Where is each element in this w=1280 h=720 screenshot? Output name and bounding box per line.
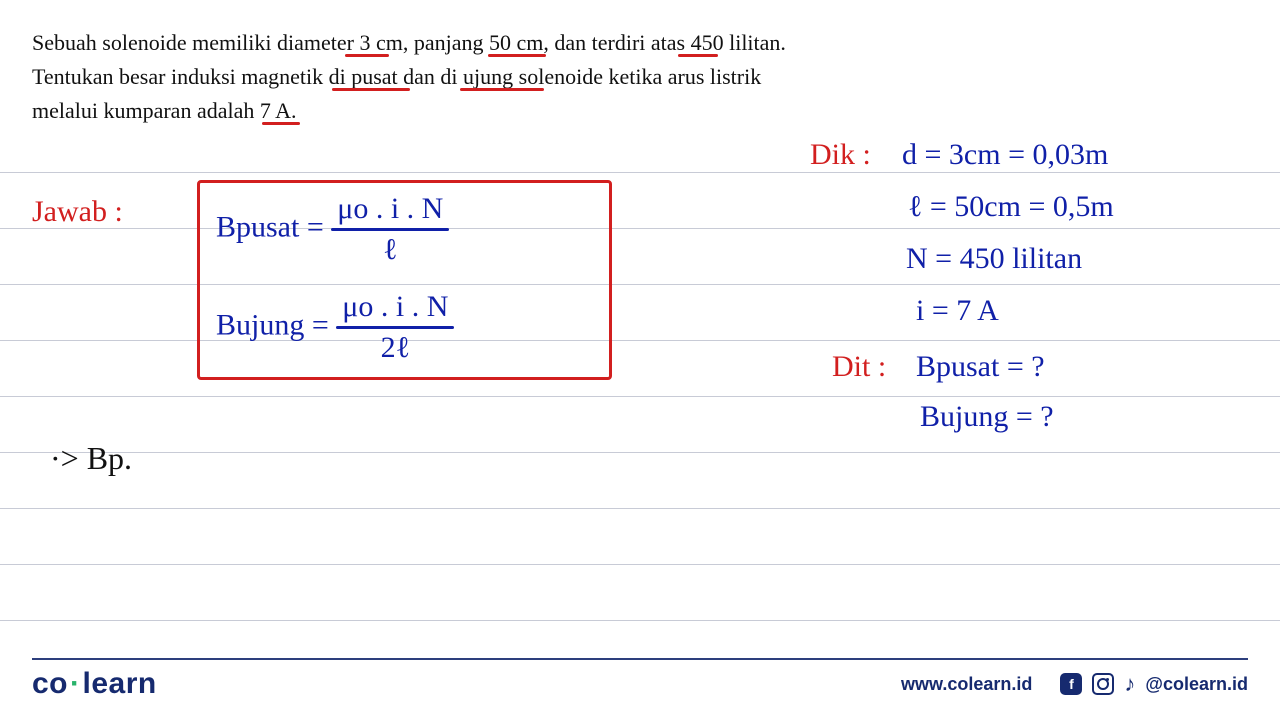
dik-i: i = 7 A [916, 294, 999, 328]
logo-learn: learn [83, 667, 157, 700]
formula-bujung: Bujung = μo . i . N 2ℓ [216, 290, 454, 365]
dit-bujung: Bujung = ? [920, 400, 1054, 434]
problem-text: Sebuah solenoide memiliki diameter 3 cm,… [32, 26, 792, 128]
dik-n: N = 450 lilitan [906, 242, 1082, 276]
bujung-lhs: Bujung [216, 308, 304, 341]
underline-3cm [345, 54, 389, 57]
formula-bpusat: Bpusat = μo . i . N ℓ [216, 192, 449, 267]
label-dit: Dit : [832, 350, 886, 384]
underline-450 [678, 54, 718, 57]
bujung-den: 2ℓ [336, 329, 454, 365]
footer-handle: @colearn.id [1145, 674, 1248, 695]
underline-di-pusat [332, 88, 410, 91]
label-dik: Dik : [810, 138, 871, 172]
bpusat-lhs: Bpusat [216, 210, 299, 243]
bpusat-den: ℓ [331, 231, 449, 267]
footer: co·learn www.colearn.id f ♪ @colearn.id [0, 660, 1280, 720]
problem-line-3: melalui kumparan adalah 7 A. [32, 98, 297, 123]
dik-l: ℓ = 50cm = 0,5m [908, 190, 1114, 224]
instagram-icon [1092, 673, 1114, 695]
partial-bp: ·> Bp. [50, 440, 132, 477]
underline-50cm [488, 54, 546, 57]
problem-line-1: Sebuah solenoide memiliki diameter 3 cm,… [32, 30, 786, 55]
facebook-icon: f [1060, 673, 1082, 695]
dik-d: d = 3cm = 0,03m [902, 138, 1108, 172]
bujung-num: μo . i . N [336, 290, 454, 326]
label-jawab: Jawab : [32, 195, 123, 229]
tiktok-icon: ♪ [1124, 671, 1135, 697]
logo-dot: · [70, 667, 81, 700]
footer-url: www.colearn.id [901, 674, 1032, 695]
logo-co: co [32, 667, 68, 700]
underline-7a [262, 122, 300, 125]
footer-socials: f ♪ @colearn.id [1060, 671, 1248, 697]
dit-bpusat: Bpusat = ? [916, 350, 1045, 384]
bpusat-num: μo . i . N [331, 192, 449, 228]
logo-colearn: co·learn [32, 667, 157, 701]
underline-di-ujung [460, 88, 544, 91]
problem-line-2: Tentukan besar induksi magnetik di pusat… [32, 64, 761, 89]
